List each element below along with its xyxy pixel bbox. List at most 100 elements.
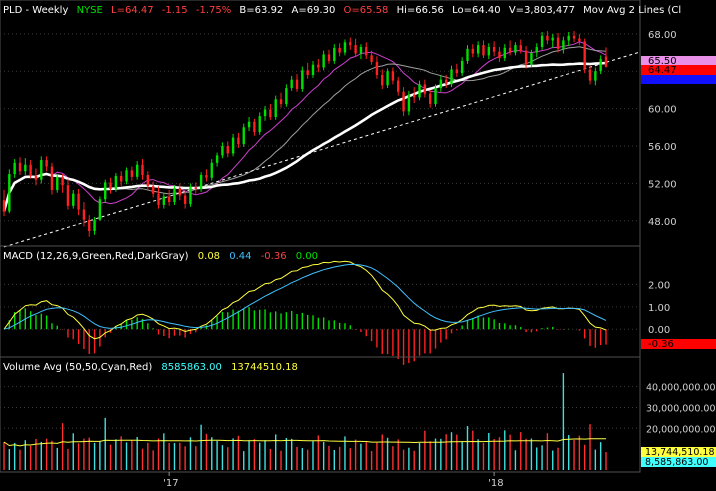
candle-body (578, 38, 581, 42)
candle-body (231, 137, 235, 154)
candle-body (444, 79, 448, 85)
candle-body (199, 174, 203, 189)
candle-body (327, 54, 331, 61)
candle-body (604, 56, 608, 67)
volume-axis: 20,000,000.00 30,000,000.00 40,000,000.00 (646, 383, 716, 436)
volume-tick-label: 40,000,000.00 (646, 383, 716, 394)
candle-body (402, 91, 405, 112)
ma-upper-tag-bg (641, 56, 716, 65)
price-axis: 48.00 52.00 56.00 60.00 68.00 (648, 30, 677, 228)
volume-current: 8585863.00 (161, 362, 221, 373)
volume-label: Volume Avg (50,50,Cyan,Red) (3, 362, 152, 373)
zero-value: 0.00 (296, 251, 318, 262)
candle-body (151, 186, 155, 194)
candle-body (434, 88, 437, 104)
macd-tick-label: 0.00 (648, 325, 670, 336)
candle-body (556, 37, 560, 49)
candle-body (391, 71, 395, 81)
candle-body (290, 79, 293, 89)
macd-tick-label: 1.00 (648, 303, 670, 314)
candle-body (24, 164, 27, 172)
volume-average (3, 438, 607, 447)
candle-body (450, 69, 453, 85)
candle-body (189, 187, 192, 204)
price-panel[interactable] (0, 0, 641, 248)
candle-body (508, 47, 512, 53)
macd-axis: 0.00 1.00 2.00 (648, 280, 670, 336)
candle-body (583, 41, 586, 70)
macd-grid (0, 283, 640, 330)
candle-body (354, 45, 357, 54)
candle-body (167, 196, 171, 203)
high-value: Hi=66.56 (397, 5, 444, 16)
candle-body (349, 42, 352, 46)
volume-tag: 8,585,863.00 (645, 457, 708, 468)
candle-body (439, 79, 443, 89)
candle-body (524, 50, 528, 65)
candle-body (375, 61, 379, 75)
candle-body (455, 69, 459, 74)
price-tick-label: 56.00 (648, 142, 677, 153)
ask-value: A=69.30 (291, 5, 335, 16)
signal-value: 0.44 (229, 251, 251, 262)
macd-label: MACD (12,26,9,Green,Red,DarkGray) (3, 251, 189, 262)
bid-value: B=63.92 (239, 5, 283, 16)
last-price-tag-bg (641, 65, 716, 75)
candle-body (130, 170, 134, 177)
candle-body (551, 37, 554, 41)
candle-body (540, 35, 544, 47)
candles (2, 31, 608, 237)
candle-body (338, 47, 341, 53)
volume-grid (0, 386, 640, 429)
candle-body (242, 127, 245, 145)
volume-tick-label: 20,000,000.00 (646, 424, 716, 435)
candle-body (194, 187, 197, 189)
price-tick-label: 60.00 (648, 105, 677, 116)
candle-body (50, 166, 54, 190)
support-trendline (3, 51, 641, 248)
candle-body (514, 45, 517, 53)
candle-body (13, 162, 16, 175)
candle-body (588, 69, 592, 81)
candle-body (562, 40, 565, 49)
candle-body (423, 84, 427, 94)
ma-lower-tag (641, 75, 716, 84)
candle-body (471, 48, 475, 54)
open-value: O=65.58 (344, 5, 389, 16)
symbol: PLD - Weekly (3, 5, 68, 16)
candle-body (279, 99, 283, 104)
candle-body (503, 47, 506, 59)
candle-body (594, 71, 597, 81)
low-value: Lo=64.40 (452, 5, 501, 16)
candle-body (157, 193, 160, 205)
candle-body (311, 64, 315, 75)
candle-body (397, 80, 400, 92)
candle-body (18, 162, 22, 172)
candle-body (343, 42, 347, 53)
volume-bars (3, 373, 607, 470)
candle-body (45, 160, 48, 167)
price-tick-label: 52.00 (648, 179, 677, 190)
macd-tick-label: 2.00 (648, 280, 670, 291)
candle-body (173, 188, 176, 203)
candle-body (359, 46, 363, 54)
trendline (3, 51, 641, 248)
volume-average-line (3, 438, 607, 447)
candle-body (487, 46, 490, 56)
candle-body (93, 219, 96, 232)
candle-body (567, 35, 570, 41)
candle-body (306, 70, 309, 75)
volume-header: Volume Avg (50,50,Cyan,Red) 8585863.00 1… (3, 362, 298, 373)
date-axis: '17 '18 (163, 472, 504, 489)
candle-body (370, 55, 373, 62)
candle-body (40, 160, 43, 180)
candle-body (285, 88, 288, 104)
macd-histogram (8, 307, 607, 365)
candle-body (263, 109, 267, 117)
candle-body (269, 109, 272, 118)
candle-body (226, 146, 229, 154)
volume-panel[interactable] (0, 356, 641, 473)
volume-avg-tag-bg (641, 447, 716, 457)
candle-body (418, 84, 421, 98)
